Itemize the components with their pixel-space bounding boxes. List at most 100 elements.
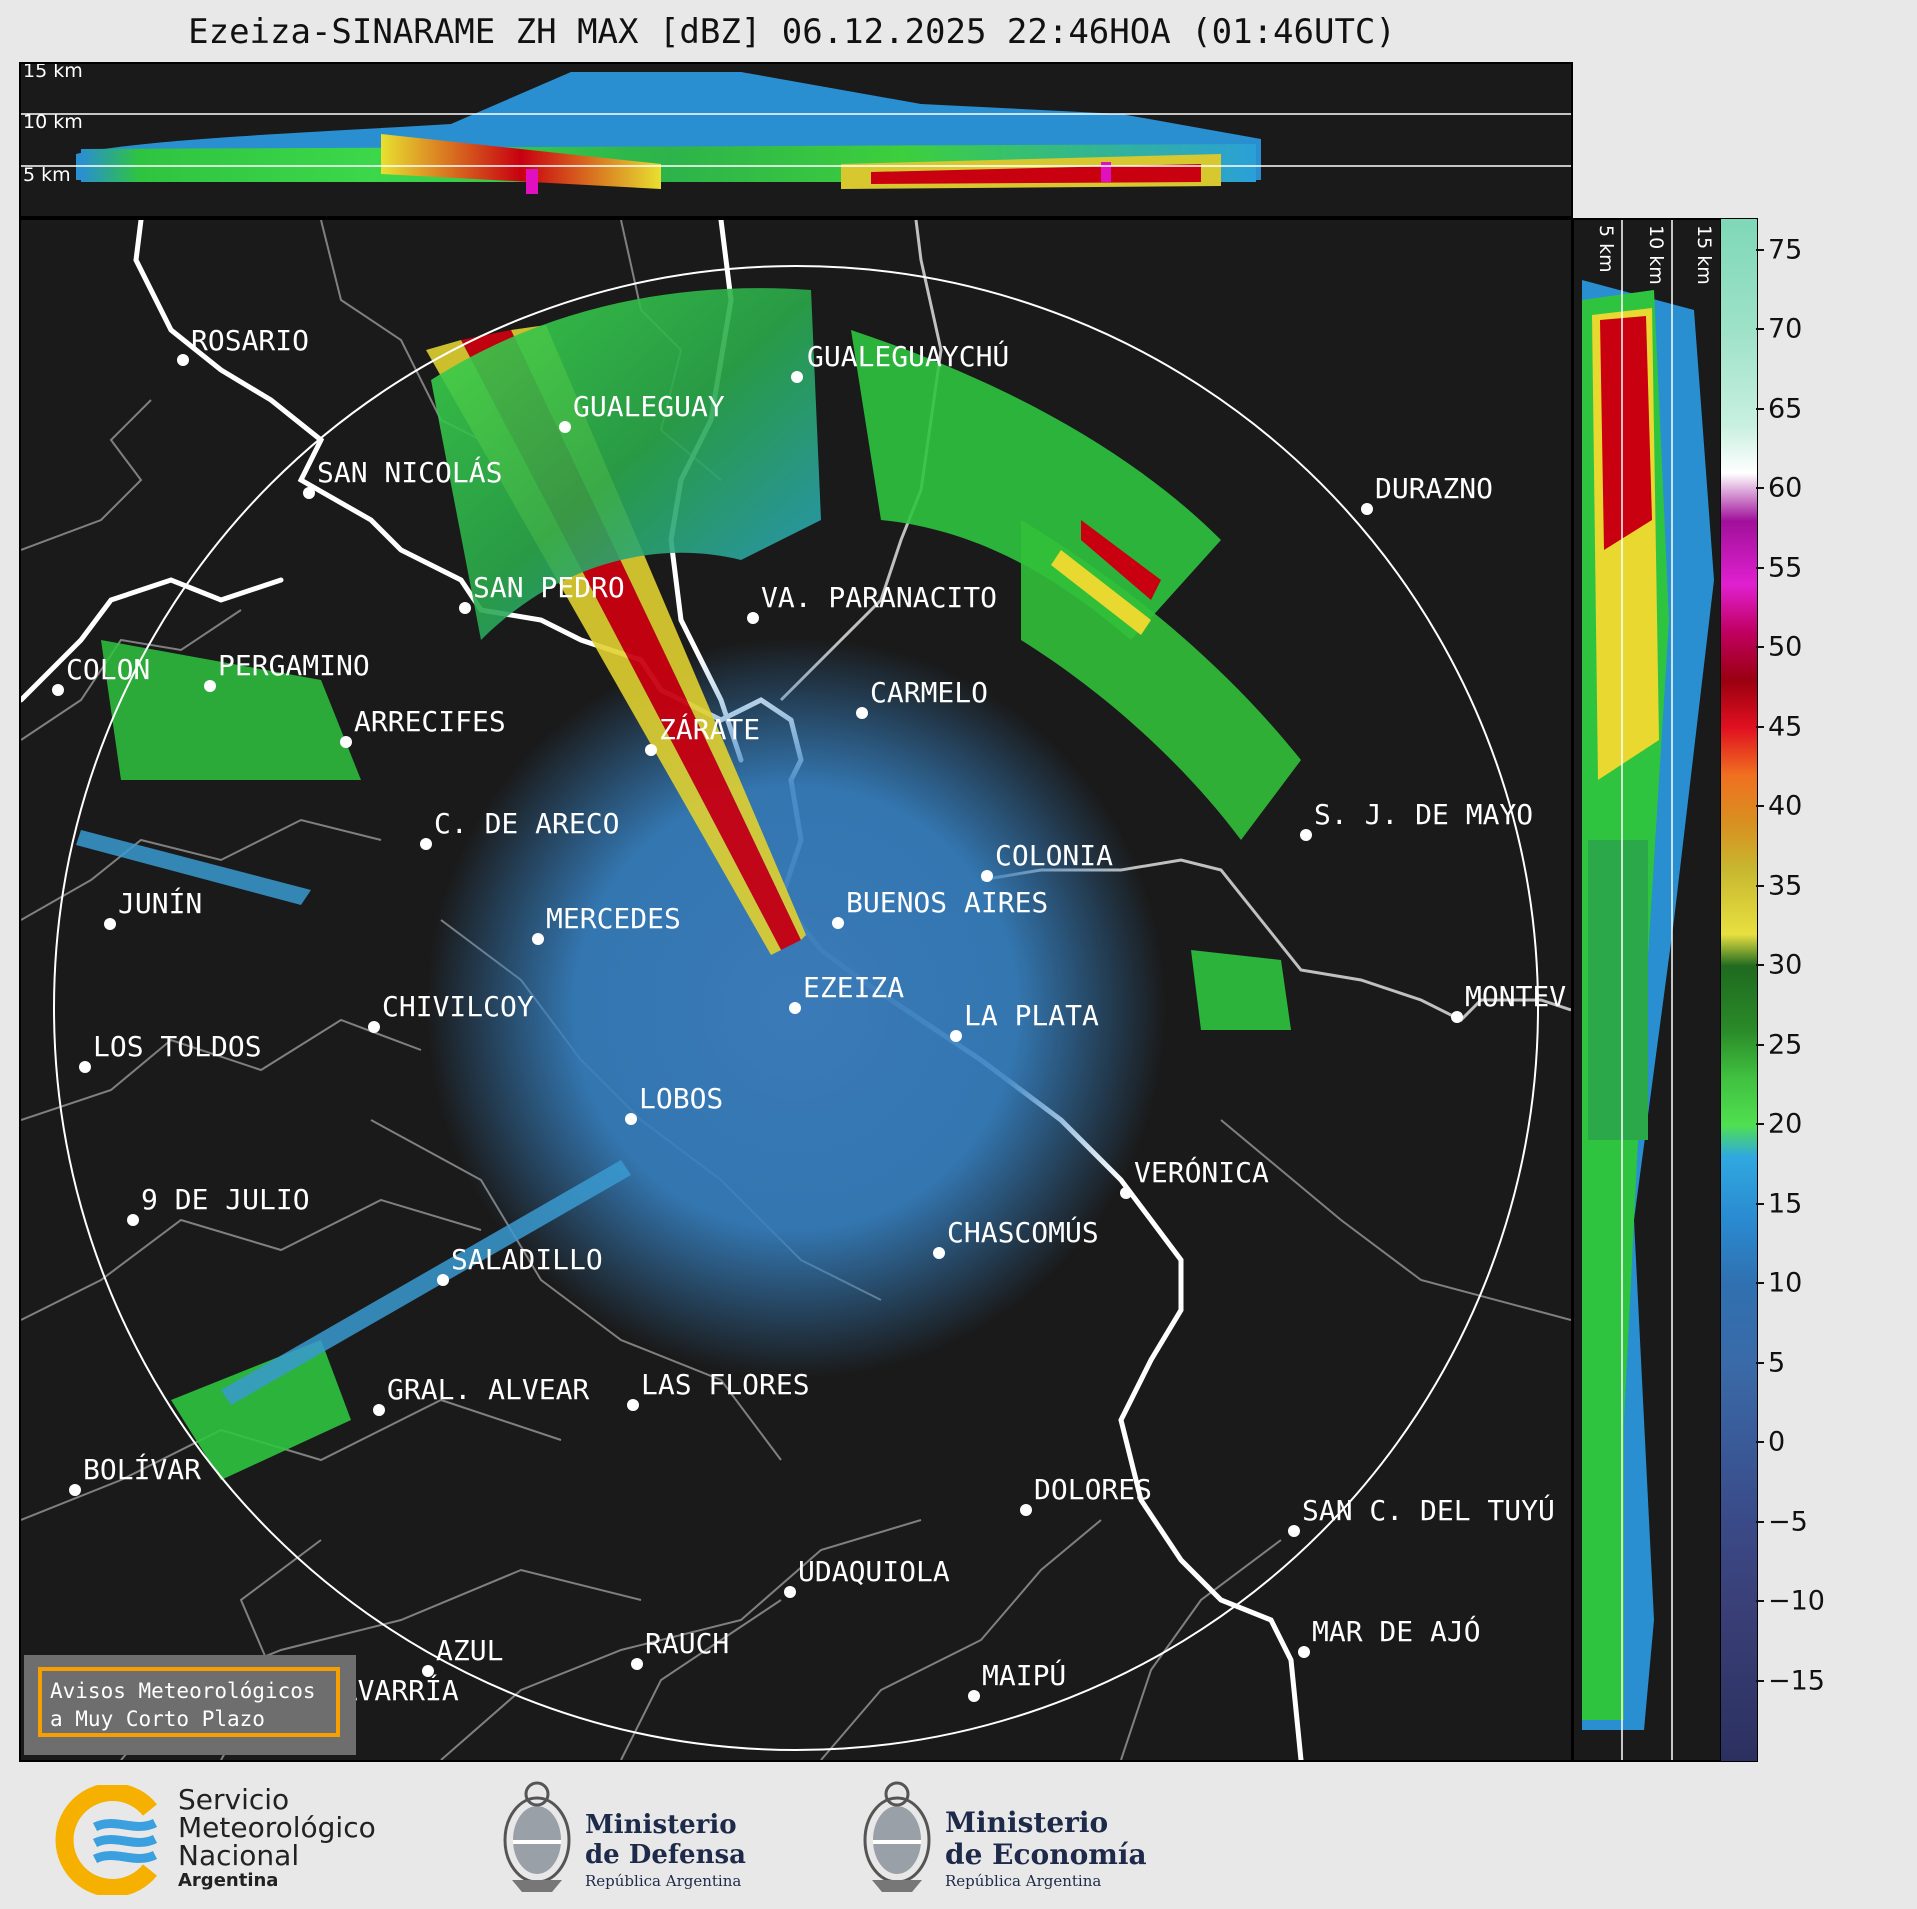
city-label-pergamino: PERGAMINO (218, 649, 370, 682)
colorbar-tick-mark (1756, 964, 1764, 967)
smn-logo-icon (55, 1785, 158, 1895)
economia-line3: República Argentina (945, 1872, 1102, 1890)
colorbar-tick-mark (1756, 407, 1764, 410)
west-echo-cluster (101, 640, 361, 780)
city-dot (832, 917, 844, 929)
city-label-zarate: ZÁRATE (659, 712, 760, 746)
west-spoke (76, 830, 311, 905)
colorbar-tick-label: 75 (1768, 234, 1803, 266)
avisos-button[interactable]: Avisos Meteorológicos a Muy Corto Plazo (38, 1667, 340, 1737)
city-dot (747, 612, 759, 624)
city-dot (784, 1586, 796, 1598)
city-dot (625, 1113, 637, 1125)
city-label-san-c-del-tuyu: SAN C. DEL TUYÚ (1302, 1493, 1555, 1527)
colorbar-tick-label: 40 (1768, 790, 1803, 822)
city-dot (631, 1658, 643, 1670)
city-label-sj-de-mayo: S. J. DE MAYO (1314, 798, 1533, 831)
colorbar-tick-mark (1756, 1202, 1764, 1205)
side-cross-section-svg: 5 km 10 km 15 km (1582, 220, 1715, 1760)
city-dot (459, 602, 471, 614)
side-alt-label-15: 15 km (1693, 225, 1715, 285)
city-dot (437, 1274, 449, 1286)
city-label-lobos: LOBOS (639, 1082, 723, 1115)
city-label-buenos-aires: BUENOS AIRES (846, 886, 1048, 919)
colorbar-tick-label: −15 (1768, 1665, 1825, 1696)
city-dot (79, 1061, 91, 1073)
top-cross-section-svg: 15 km 10 km 5 km (21, 64, 1571, 194)
city-dot (559, 421, 571, 433)
top-alt-label-10: 10 km (23, 111, 83, 133)
city-label-azul: AZUL (436, 1634, 503, 1667)
city-dot (1288, 1525, 1300, 1537)
city-dot (856, 707, 868, 719)
city-label-chascomus: CHASCOMÚS (947, 1215, 1099, 1249)
smn-line1: Servicio (178, 1783, 290, 1816)
city-label-montev: MONTEV (1465, 980, 1566, 1013)
city-dot (1298, 1646, 1310, 1658)
radar-map-svg: ROSARIO GUALEGUAYCHÚ GUALEGUAY SAN NICOL… (21, 220, 1571, 1760)
colorbar-tick-label: 45 (1768, 711, 1803, 743)
city-dot (373, 1404, 385, 1416)
smn-line2: Meteorológico (178, 1811, 376, 1844)
city-label-san-pedro: SAN PEDRO (473, 571, 625, 604)
colorbar-tick-label: −5 (1768, 1506, 1808, 1538)
smn-line4: Argentina (178, 1870, 279, 1891)
range-ring (53, 265, 1539, 1751)
colorbar-tick-label: 30 (1768, 949, 1803, 981)
colorbar-tick-mark (1756, 566, 1764, 569)
colorbar-tick-mark (1756, 1361, 1764, 1364)
colorbar-tick-label: 15 (1768, 1188, 1803, 1220)
city-dot (422, 1665, 434, 1677)
city-label-ezeiza: EZEIZA (803, 971, 904, 1004)
colorbar-tick-label: 35 (1768, 870, 1803, 902)
city-dot (1120, 1187, 1132, 1199)
colorbar-tick-mark (1756, 646, 1764, 649)
city-label-gral-alvear: GRAL. ALVEAR (387, 1373, 589, 1406)
city-label-san-nicolas: SAN NICOLÁS (317, 455, 502, 489)
side-cross-section-panel: 5 km 10 km 15 km (1572, 218, 1724, 1762)
defensa-line2: de Defensa (585, 1840, 746, 1870)
city-dot (368, 1021, 380, 1033)
top-alt-label-15: 15 km (23, 64, 83, 82)
colorbar-tick-label: 55 (1768, 552, 1803, 584)
economia-line1: Ministerio (945, 1806, 1109, 1839)
colorbar-tick-label: 5 (1768, 1347, 1786, 1379)
echo-peak-east-shape (1101, 162, 1111, 182)
city-dot (1020, 1504, 1032, 1516)
admin-boundaries (21, 220, 1571, 1760)
east-echo-band (1021, 520, 1301, 840)
colorbar-tick-mark (1756, 1282, 1764, 1285)
side-echo-lower (1588, 840, 1648, 1140)
city-label-9-de-julio: 9 DE JULIO (141, 1183, 310, 1216)
colorbar-tick-mark (1756, 487, 1764, 490)
southwest-spoke (221, 1160, 631, 1405)
city-dot (645, 744, 657, 756)
colorbar-tick-label: 0 (1768, 1426, 1786, 1458)
colorbar-tick-mark (1756, 725, 1764, 728)
city-dot (52, 684, 64, 696)
dbz-colorbar (1720, 218, 1758, 1762)
city-dot (789, 1002, 801, 1014)
colorbar-tick-label: 70 (1768, 313, 1803, 345)
echo-core-west-shape (381, 134, 661, 189)
city-label-los-toldos: LOS TOLDOS (93, 1030, 262, 1063)
city-label-las-flores: LAS FLORES (641, 1368, 810, 1401)
colorbar-tick-label: 65 (1768, 393, 1803, 425)
city-dot (420, 838, 432, 850)
colorbar-tick-mark (1756, 1520, 1764, 1523)
colorbar-tick-label: 25 (1768, 1029, 1803, 1061)
montevideo-echo (1191, 950, 1291, 1030)
defensa-line3: República Argentina (585, 1872, 742, 1890)
city-dot (340, 736, 352, 748)
radar-map-panel: ROSARIO GUALEGUAYCHÚ GUALEGUAY SAN NICOL… (19, 218, 1573, 1762)
echo-peak-shape (526, 169, 538, 194)
colorbar-tick-label: 50 (1768, 631, 1803, 663)
city-label-rosario: ROSARIO (191, 324, 309, 357)
city-label-chivilcoy: CHIVILCOY (382, 990, 534, 1023)
city-dot (177, 354, 189, 366)
east-echo-core-2 (1051, 550, 1151, 635)
city-label-mar-de-ajo: MAR DE AJÓ (1312, 1614, 1481, 1648)
colorbar-tick-label: −10 (1768, 1585, 1825, 1617)
city-dot (791, 371, 803, 383)
top-alt-label-5: 5 km (23, 164, 71, 186)
